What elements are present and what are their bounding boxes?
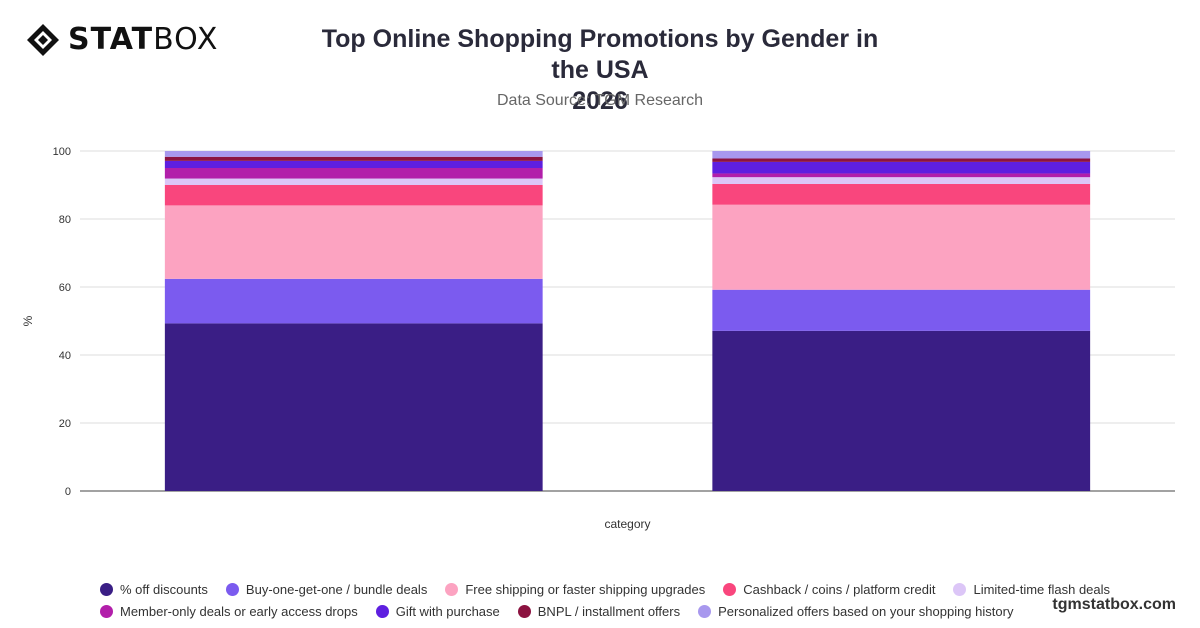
chart-title: Top Online Shopping Promotions by Gender… (300, 24, 900, 117)
legend-swatch (445, 582, 459, 596)
legend-item: Member-only deals or early access drops (100, 604, 358, 619)
legend-label: Member-only deals or early access drops (120, 603, 358, 619)
legend-item: % off discounts (100, 582, 208, 597)
legend-swatch (100, 582, 113, 596)
legend-label: Free shipping or faster shipping upgrade… (465, 581, 706, 597)
bar-segment (164, 278, 543, 324)
legend-item: Free shipping or faster shipping upgrade… (445, 582, 705, 597)
bar-segment (164, 178, 543, 185)
legend-swatch (100, 604, 113, 618)
bar-segment (164, 160, 543, 168)
y-tick-label: 0 (65, 486, 71, 498)
legend-item: BNPL / installment offers (517, 603, 681, 619)
bar-segment (164, 205, 543, 279)
bar-segment (164, 168, 543, 179)
legend-label: Cashback / coins / platform credit (743, 581, 936, 597)
bar-segment (712, 204, 1091, 290)
bar-segment (712, 289, 1091, 331)
legend-swatch (953, 582, 967, 596)
bar-segment (712, 161, 1091, 174)
chart-subtitle: Data Source: TGM Research (496, 92, 703, 109)
legend-item: Gift with purchase (375, 603, 500, 619)
bar-segment (712, 330, 1091, 491)
chart-title-line2: 2026 (572, 87, 628, 115)
bar-segment (164, 185, 543, 206)
bar-segment (164, 156, 543, 161)
legend-label: Gift with purchase (395, 603, 500, 619)
legend-swatch (698, 604, 712, 618)
legend-swatch (517, 604, 531, 618)
legend-swatch (225, 582, 239, 596)
y-tick-label: 60 (59, 282, 71, 294)
website-credit: tgmstatbox.com (1052, 596, 1176, 613)
bar-segment (712, 173, 1091, 178)
legend-row: % off discounts Buy-one-get-one / bundle … (100, 578, 1110, 600)
legend-item: Buy-one-get-one / bundle deals (225, 581, 428, 597)
logo-wordmark: STATBOX (68, 22, 219, 57)
stacked-bar-chart: 0 20 40 60 80 100% category (21, 146, 1175, 531)
chart-title-line1: Top Online Shopping Promotions by Gender… (321, 25, 879, 84)
chart-legend: % off discounts Buy-one-get-one / bundle … (100, 578, 1110, 622)
legend-item: Cashback / coins / platform credit (723, 582, 935, 597)
bar-segment (712, 151, 1091, 159)
legend-row: Member-only deals or early access drops G… (100, 600, 1100, 622)
bar-segment (712, 158, 1091, 162)
legend-swatch (723, 582, 737, 596)
legend-label: BNPL / installment offers (537, 603, 681, 619)
legend-swatch (375, 604, 389, 618)
y-tick-label: 40 (59, 350, 71, 362)
bar-segment (164, 151, 543, 157)
bar-segment (164, 323, 543, 491)
y-tick-label: 20 (59, 418, 71, 430)
x-axis-label: category (604, 517, 650, 531)
legend-label: Limited-time flash deals (973, 581, 1111, 597)
y-axis-label: % (21, 315, 35, 326)
legend-item: Personalized offers based on your shoppi… (698, 604, 1013, 619)
legend-label: Buy-one-get-one / bundle deals (245, 581, 428, 597)
legend-label: Personalized offers based on your shoppi… (718, 603, 1014, 619)
bar-segment (712, 183, 1091, 205)
y-tick-label: 80 (59, 214, 71, 226)
y-tick-label: 100 (53, 146, 71, 158)
statbox-logo: STATBOX (26, 22, 218, 57)
bar-segment (712, 177, 1091, 184)
diamond-logo-icon (27, 23, 59, 56)
legend-label: % off discounts (120, 581, 208, 597)
legend-item: Limited-time flash deals (953, 582, 1110, 597)
